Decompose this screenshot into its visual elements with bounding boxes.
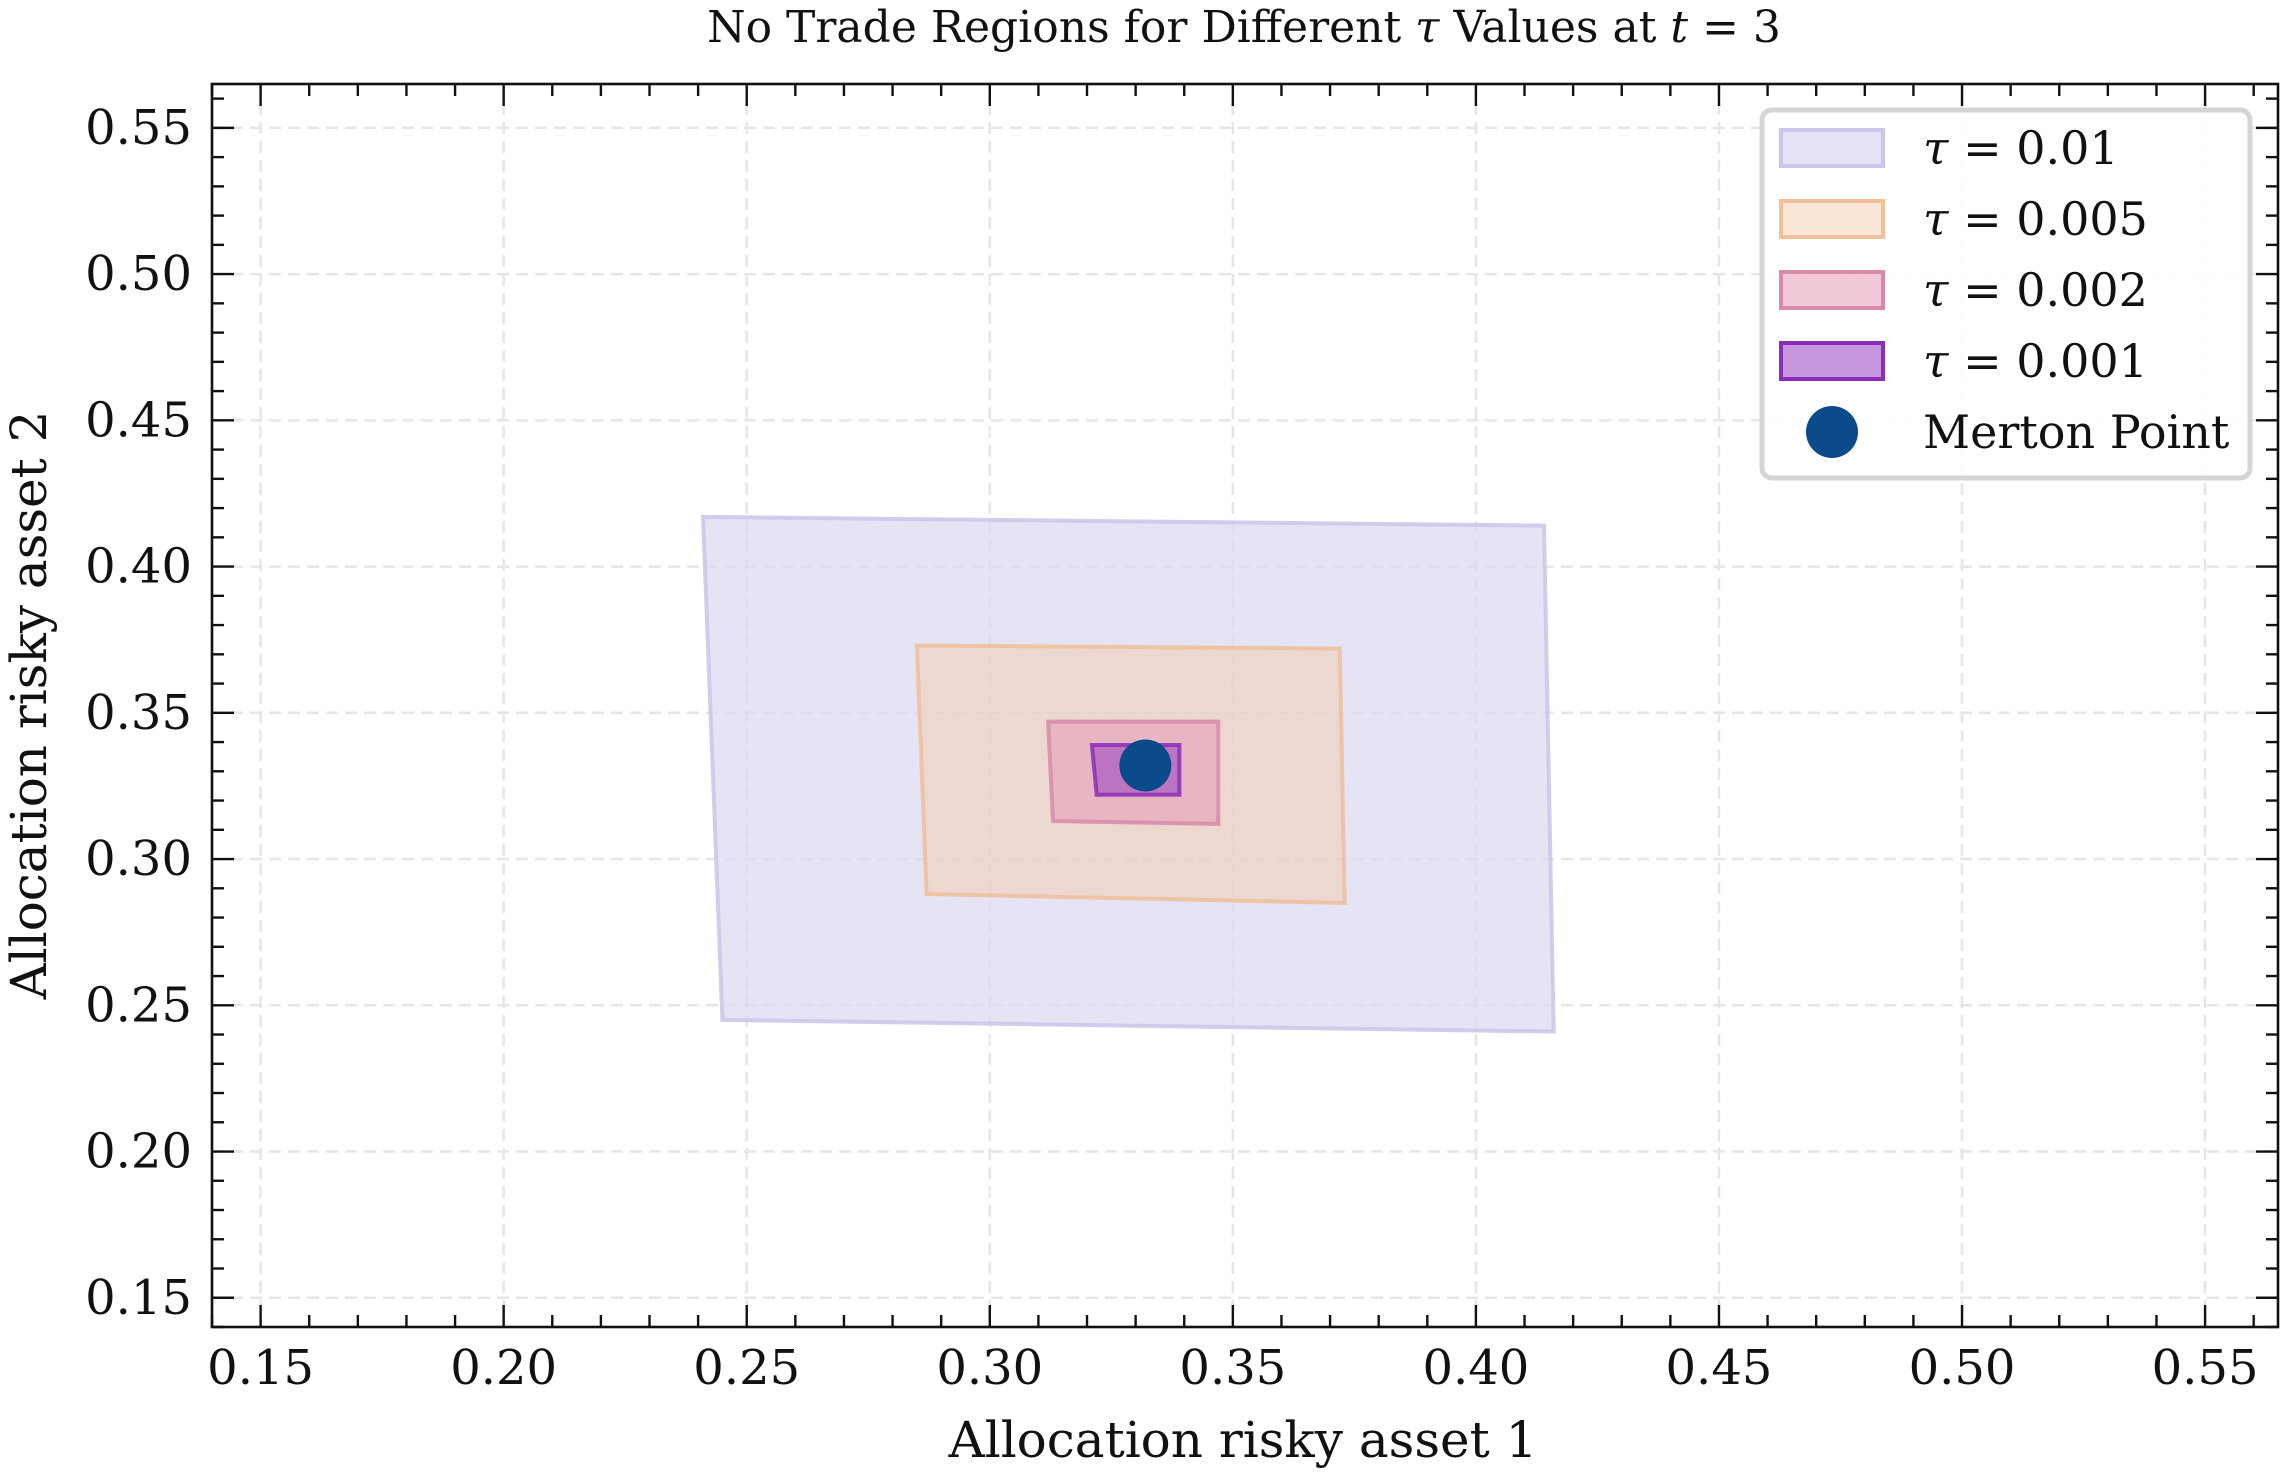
x-tick-label: 0.20 <box>450 1340 557 1396</box>
legend-label-merton: Merton Point <box>1923 405 2230 459</box>
axes: 0.15 0.20 0.25 0.30 0.35 0.40 0.45 0.50 0.55 0.15… <box>85 82 2280 1396</box>
legend-tau-symbol: τ <box>1923 121 1950 175</box>
x-tick-label: 0.40 <box>1422 1340 1529 1396</box>
x-tick-label: 0.15 <box>207 1340 314 1396</box>
title-tau: τ <box>1415 2 1440 53</box>
y-tick-label: 0.30 <box>85 831 192 887</box>
y-tick-label: 0.50 <box>85 246 192 302</box>
legend-tau-symbol: τ <box>1923 192 1950 246</box>
title-text-post: = 3 <box>1688 2 1781 53</box>
legend-label: τ = 0.01 <box>1923 121 2119 175</box>
chart-title: No Trade Regions for Different τ Values … <box>707 2 1781 53</box>
legend-label: τ = 0.005 <box>1923 192 2148 246</box>
y-tick-label: 0.20 <box>85 1124 192 1180</box>
legend-value: = 0.002 <box>1948 263 2147 317</box>
legend-swatch <box>1779 341 1885 381</box>
y-tick-label: 0.15 <box>85 1270 192 1326</box>
legend-merton-marker <box>1806 406 1858 458</box>
x-tick-label: 0.55 <box>2152 1340 2259 1396</box>
x-tick-label: 0.30 <box>936 1340 1043 1396</box>
legend-value: = 0.005 <box>1948 192 2147 246</box>
legend-label: τ = 0.002 <box>1923 263 2148 317</box>
legend-tau-symbol: τ <box>1923 263 1950 317</box>
legend-value: = 0.01 <box>1948 121 2118 175</box>
plot-frame <box>210 82 2280 1329</box>
x-tick-label: 0.35 <box>1179 1340 1286 1396</box>
x-axis-label: Allocation risky asset 1 <box>948 1411 1538 1469</box>
merton-point-marker <box>1119 739 1172 792</box>
title-text-pre: No Trade Regions for Different <box>707 2 1415 53</box>
legend-swatch <box>1779 199 1885 239</box>
y-tick-label: 0.25 <box>85 977 192 1033</box>
y-axis-label: Allocation risky asset 2 <box>0 411 58 1001</box>
legend-label: τ = 0.001 <box>1923 334 2148 388</box>
legend-value: = 0.001 <box>1948 334 2147 388</box>
legend-tau-symbol: τ <box>1923 334 1950 388</box>
x-tick-label: 0.50 <box>1909 1340 2016 1396</box>
x-tick-label: 0.25 <box>693 1340 800 1396</box>
x-tick-label: 0.45 <box>1666 1340 1773 1396</box>
legend-swatch <box>1779 128 1885 168</box>
y-tick-label: 0.55 <box>85 100 192 156</box>
title-t: t <box>1670 2 1688 53</box>
y-tick-label: 0.40 <box>85 539 192 595</box>
y-tick-label: 0.45 <box>85 392 192 448</box>
title-text-mid: Values at <box>1440 2 1671 53</box>
y-tick-label: 0.35 <box>85 685 192 741</box>
legend-swatch <box>1779 270 1885 310</box>
merton-point-layer <box>1119 739 1172 792</box>
